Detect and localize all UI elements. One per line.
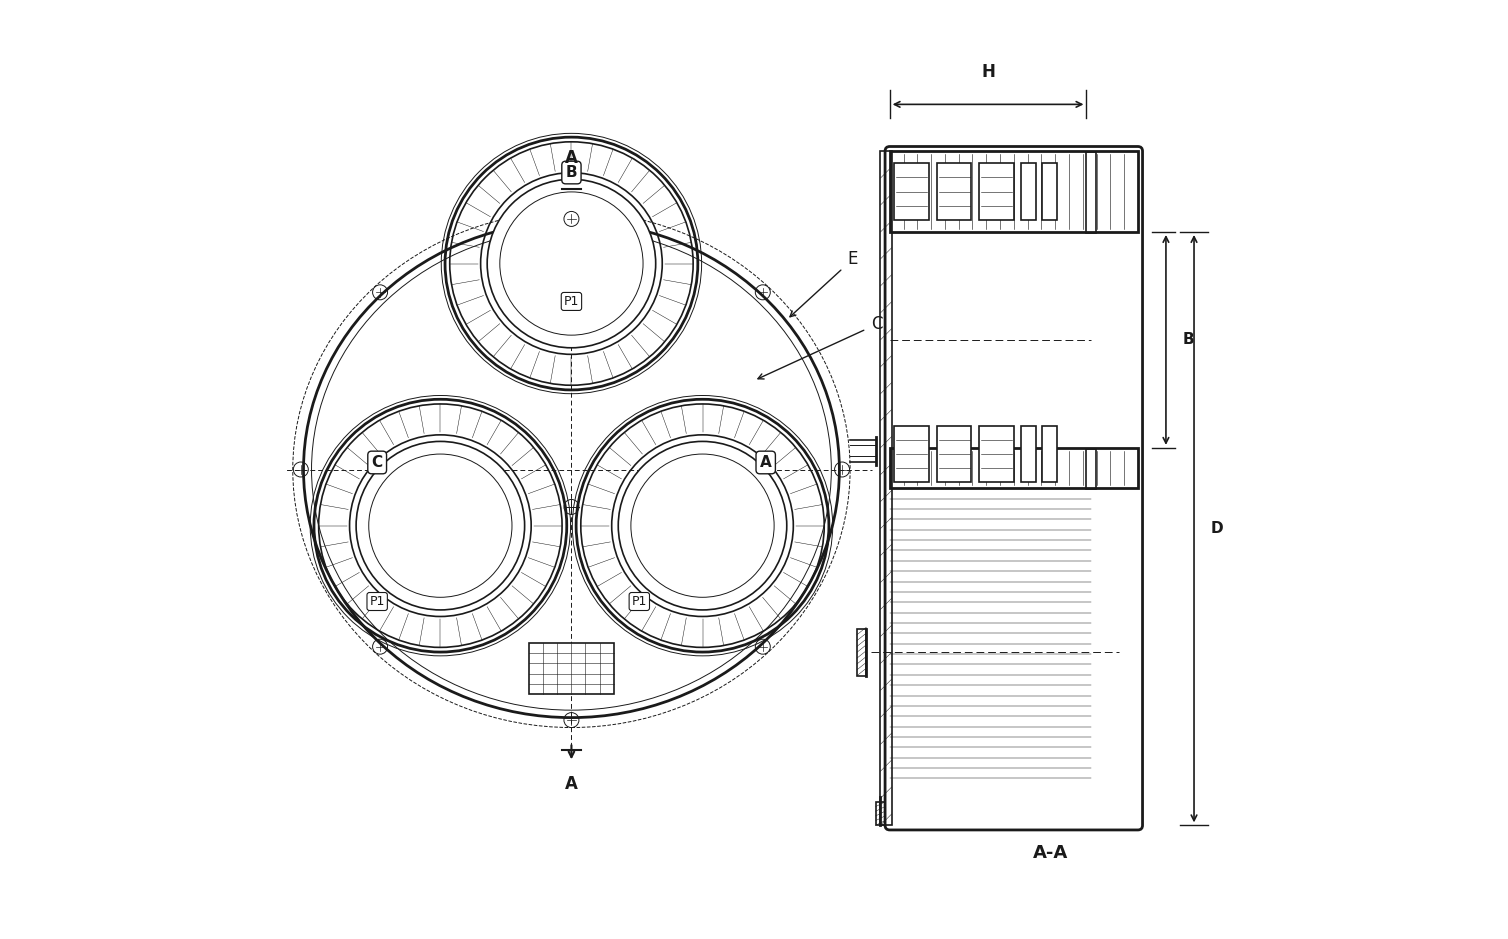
FancyBboxPatch shape <box>885 146 1143 830</box>
Text: A: A <box>566 775 578 793</box>
Bar <box>881 151 891 825</box>
Bar <box>1086 449 1096 489</box>
Bar <box>1086 152 1096 233</box>
Circle shape <box>487 179 656 347</box>
Bar <box>890 448 1139 488</box>
Text: B: B <box>566 165 578 180</box>
Bar <box>1042 425 1057 482</box>
Text: A-A: A-A <box>1033 844 1069 862</box>
Bar <box>1021 425 1036 482</box>
Bar <box>979 163 1013 220</box>
Bar <box>894 425 929 482</box>
Text: E: E <box>847 250 858 268</box>
Bar <box>1021 163 1036 220</box>
Text: P1: P1 <box>632 595 647 608</box>
Circle shape <box>356 441 525 610</box>
Text: P1: P1 <box>369 595 385 608</box>
Text: D: D <box>1211 521 1223 536</box>
Bar <box>890 151 1139 232</box>
Bar <box>876 802 885 825</box>
Bar <box>936 163 971 220</box>
Text: C: C <box>371 455 383 470</box>
Bar <box>894 163 929 220</box>
Text: A: A <box>760 455 772 470</box>
Text: A: A <box>566 148 578 167</box>
Circle shape <box>618 441 787 610</box>
Text: B: B <box>1182 332 1194 347</box>
Bar <box>1042 163 1057 220</box>
Bar <box>979 425 1013 482</box>
Text: P1: P1 <box>564 295 579 308</box>
Bar <box>857 629 867 676</box>
Text: C: C <box>872 316 882 333</box>
FancyBboxPatch shape <box>529 642 614 694</box>
Text: H: H <box>982 63 995 81</box>
Bar <box>936 425 971 482</box>
